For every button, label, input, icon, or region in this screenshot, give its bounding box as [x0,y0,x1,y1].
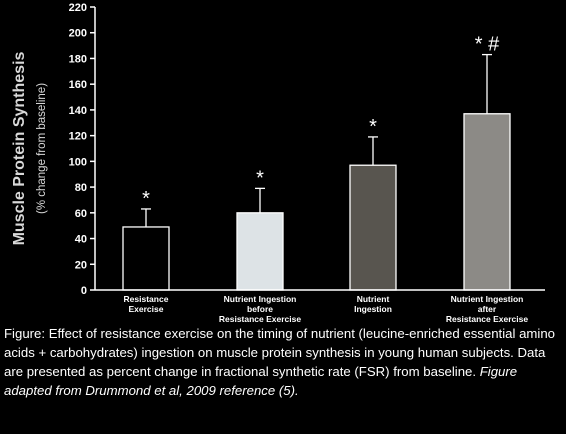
y-tick-label: 180 [69,53,87,65]
bar-chart: Muscle Protein Synthesis (% change from … [11,2,545,324]
caption-citation: Figure adapted from Drummond et al, 2009… [4,364,518,398]
significance-marker: * # [475,34,500,56]
y-axis-ticks: 0 20 40 60 80 100 120 140 160 180 200 220 [69,2,95,297]
category-label: before [247,304,273,314]
y-tick-label: 120 [69,131,87,143]
bars: * * * * # [122,34,511,291]
y-tick-label: 80 [75,182,87,194]
y-tick-label: 220 [69,2,87,14]
category-label: Nutrient Ingestion [451,294,524,304]
y-tick-label: 200 [69,28,87,40]
y-tick-label: 20 [75,259,87,271]
y-tick-label: 100 [69,156,87,168]
category-label: Ingestion [354,304,392,314]
caption-text: Figure: Effect of resistance exercise on… [4,326,555,379]
y-tick-label: 40 [75,234,87,246]
y-axis-label: Muscle Protein Synthesis [11,51,28,245]
y-axis-label-group: Muscle Protein Synthesis (% change from … [11,51,48,245]
y-tick-label: 0 [81,285,87,297]
significance-marker: * [256,167,264,189]
y-tick-label: 160 [69,79,87,91]
significance-marker: * [142,188,150,210]
y-tick-label: 60 [75,208,87,220]
bar [463,113,511,291]
category-label: Resistance [124,294,169,304]
category-label: Resistance Exercise [219,314,301,324]
significance-marker: * [369,116,377,138]
y-axis-sublabel: (% change from baseline) [36,83,48,214]
y-tick-label: 140 [69,105,87,117]
category-label: Nutrient Ingestion [224,294,297,304]
category-label: after [478,304,497,314]
category-label: Nutrient [357,294,390,304]
bar [122,226,170,291]
category-label: Resistance Exercise [446,314,528,324]
bar [236,212,284,291]
bar [349,164,397,291]
figure-caption: Figure: Effect of resistance exercise on… [4,324,564,400]
category-label: Exercise [129,304,164,314]
